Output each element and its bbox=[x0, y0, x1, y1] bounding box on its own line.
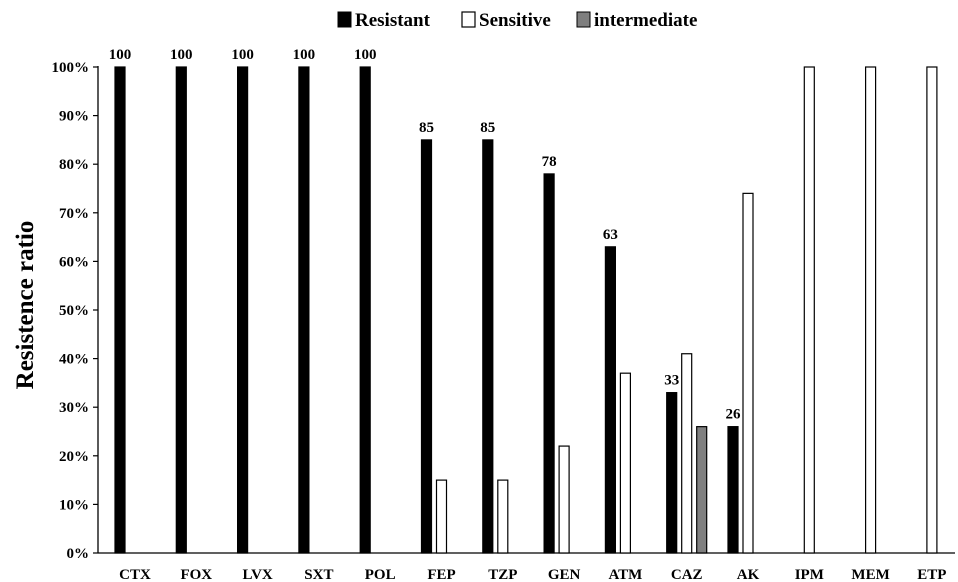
data-label: 85 bbox=[480, 120, 495, 136]
y-tick-label: 10% bbox=[59, 497, 89, 513]
y-tick-label: 50% bbox=[59, 303, 89, 319]
x-tick-label: TZP bbox=[488, 567, 517, 582]
bar-resistant-ak bbox=[727, 426, 739, 554]
y-tick-label: 100% bbox=[52, 60, 90, 76]
legend-swatch-intermediate bbox=[576, 11, 591, 28]
data-label: 33 bbox=[664, 373, 679, 389]
data-label: 100 bbox=[170, 47, 193, 63]
bar-intermediate-caz bbox=[696, 426, 708, 554]
plot-area: 0% 10% 20% 30% 40% 50% 60% 70% 80% 90% 100% CTX 100 F… bbox=[52, 47, 955, 582]
bar-sensitive-ipm bbox=[803, 66, 815, 554]
bar-resistant-ctx bbox=[114, 66, 126, 554]
data-label: 26 bbox=[726, 407, 742, 423]
x-tick-label: FOX bbox=[180, 567, 212, 582]
data-label: 100 bbox=[109, 47, 132, 63]
x-tick-label: ATM bbox=[608, 567, 642, 582]
y-axis-label: Resistence ratio bbox=[12, 221, 39, 390]
bar-resistant-fep bbox=[420, 139, 433, 554]
legend-swatch-resistant bbox=[337, 11, 352, 28]
bar-resistant-tzp bbox=[482, 139, 494, 554]
x-tick-label: MEM bbox=[851, 567, 889, 582]
data-label: 85 bbox=[419, 120, 434, 136]
x-tick-label: SXT bbox=[304, 567, 333, 582]
data-label: 100 bbox=[354, 47, 377, 63]
bar-resistant-lvx bbox=[237, 66, 249, 554]
legend-label-intermediate: intermediate bbox=[594, 10, 697, 31]
x-tick-label: CTX bbox=[119, 567, 151, 582]
x-tick-label: AK bbox=[737, 567, 760, 582]
x-tick-label: FEP bbox=[427, 567, 455, 582]
bar-resistant-caz bbox=[666, 392, 678, 554]
legend-label-sensitive: Sensitive bbox=[479, 10, 551, 31]
y-tick-label: 40% bbox=[59, 352, 89, 368]
y-tick-label: 60% bbox=[59, 254, 89, 270]
bar-resistant-sxt bbox=[298, 66, 310, 554]
legend-swatch-sensitive bbox=[461, 11, 476, 28]
bar-sensitive-mem bbox=[864, 66, 877, 554]
y-tick-label: 30% bbox=[59, 400, 89, 416]
bar-sensitive-atm bbox=[619, 372, 632, 554]
y-tick-label: 90% bbox=[59, 109, 89, 125]
bar-resistant-atm bbox=[604, 246, 617, 554]
bar-sensitive-gen bbox=[558, 445, 570, 554]
bar-sensitive-etp bbox=[926, 66, 938, 554]
data-label: 100 bbox=[293, 47, 316, 63]
legend: Resistant Sensitive intermediate bbox=[337, 10, 697, 31]
bar-sensitive-fep bbox=[435, 479, 448, 554]
bar-resistant-gen bbox=[543, 173, 555, 554]
y-tick-label: 20% bbox=[59, 449, 89, 465]
bar-sensitive-ak bbox=[742, 192, 754, 554]
bar-resistant-pol bbox=[359, 66, 371, 554]
y-tick-label: 80% bbox=[59, 157, 89, 173]
x-tick-label: IPM bbox=[795, 567, 824, 582]
legend-label-resistant: Resistant bbox=[355, 10, 431, 31]
x-tick-label: ETP bbox=[917, 567, 946, 582]
data-label: 78 bbox=[542, 154, 557, 170]
data-label: 63 bbox=[603, 227, 618, 243]
x-tick-label: POL bbox=[365, 567, 396, 582]
bar-resistant-fox bbox=[175, 66, 187, 554]
x-tick-label: CAZ bbox=[671, 567, 703, 582]
data-label: 100 bbox=[231, 47, 254, 63]
x-tick-label: GEN bbox=[548, 567, 581, 582]
bar-sensitive-caz bbox=[681, 353, 693, 554]
y-tick-label: 70% bbox=[59, 206, 89, 222]
bar-sensitive-tzp bbox=[497, 479, 509, 554]
x-tick-label: LVX bbox=[242, 567, 272, 582]
y-tick-label: 0% bbox=[67, 546, 90, 562]
